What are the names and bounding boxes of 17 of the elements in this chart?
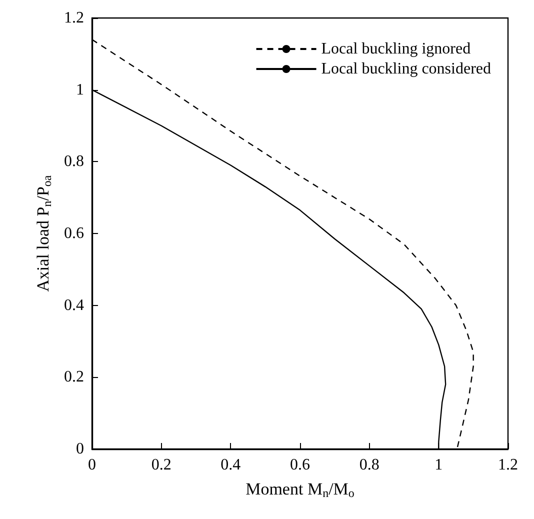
- x-tick-label: 1: [434, 456, 443, 474]
- x-tick-label: 0.8: [359, 456, 380, 474]
- y-tick-label: 0.8: [64, 153, 84, 170]
- y-axis-title: Axial load Pn/Poa: [34, 174, 54, 292]
- y-tick-label: 0.6: [64, 225, 84, 242]
- y-tick-label: 0: [76, 440, 84, 458]
- x-tick-label: 0.6: [290, 456, 310, 474]
- y-tick-label: 1: [76, 81, 84, 98]
- x-tick-label: 0: [88, 456, 96, 474]
- x-tick-label: 0.4: [220, 456, 241, 474]
- legend-label: Local buckling considered: [321, 60, 491, 78]
- y-tick-label: 0.2: [64, 368, 84, 386]
- y-tick-label: 0.4: [64, 296, 84, 314]
- x-tick-label: 0.2: [151, 456, 172, 474]
- x-tick-label: 1.2: [498, 456, 518, 474]
- y-tick-label: 1.2: [64, 10, 84, 26]
- legend-label: Local buckling ignored: [321, 40, 471, 58]
